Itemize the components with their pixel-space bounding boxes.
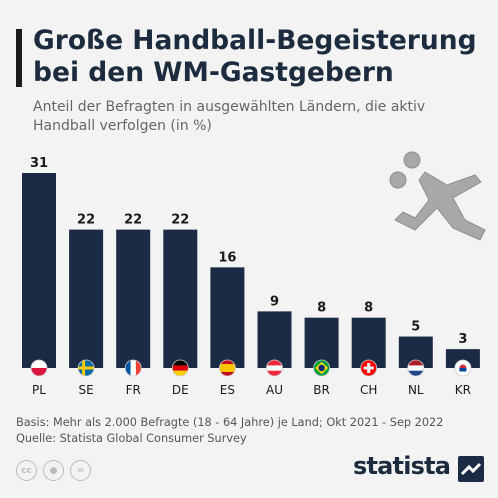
- flag-br-icon: [313, 359, 331, 377]
- category-label-br: BR: [313, 383, 330, 397]
- category-label-se: SE: [78, 383, 93, 397]
- source-note: Quelle: Statista Global Consumer Survey: [16, 432, 247, 445]
- bar-se: [69, 229, 104, 368]
- value-label-ch: 8: [364, 301, 373, 316]
- equals-icon[interactable]: =: [70, 460, 91, 481]
- value-label-pl: 31: [30, 156, 48, 171]
- value-label-es: 16: [218, 250, 236, 265]
- chart-subtitle: Anteil der Befragten in ausgewählten Län…: [33, 99, 426, 134]
- value-label-fr: 22: [124, 213, 142, 228]
- bar-au: [257, 311, 292, 368]
- bar-de: [163, 229, 198, 368]
- person-icon[interactable]: ●: [43, 460, 64, 481]
- bar-pl: [22, 173, 56, 368]
- flag-ch-icon: [360, 359, 378, 377]
- value-label-se: 22: [77, 213, 95, 228]
- bar-es: [210, 267, 245, 368]
- statista-logo[interactable]: statista: [353, 452, 451, 480]
- flag-nl-icon: [407, 359, 425, 377]
- value-label-de: 22: [171, 213, 189, 228]
- category-label-ch: CH: [360, 383, 377, 397]
- value-label-kr: 3: [458, 332, 467, 347]
- category-label-nl: NL: [408, 383, 424, 397]
- flag-de-icon: [171, 359, 189, 377]
- value-label-nl: 5: [411, 320, 420, 335]
- flag-se-icon: [77, 359, 95, 377]
- category-label-fr: FR: [126, 383, 141, 397]
- flag-es-icon: [218, 359, 236, 377]
- chart-title: Große Handball-Begeisterung bei den WM-G…: [33, 25, 477, 88]
- statista-logo-icon: [458, 456, 484, 482]
- category-label-pl: PL: [32, 383, 46, 397]
- license-icons: cc ● =: [16, 460, 91, 481]
- handball-player-icon: [389, 151, 486, 241]
- flag-fr-icon: [124, 359, 142, 377]
- category-label-de: DE: [172, 383, 189, 397]
- chart-footnote: Basis: Mehr als 2.000 Befragte (18 - 64 …: [16, 415, 443, 447]
- title-accent-bar: [16, 29, 22, 87]
- cc-icon[interactable]: cc: [16, 460, 37, 481]
- category-label-kr: KR: [455, 383, 471, 397]
- bar-fr: [116, 229, 151, 368]
- category-label-es: ES: [220, 383, 235, 397]
- value-label-au: 9: [270, 294, 279, 309]
- flag-pl-icon: [30, 359, 48, 377]
- flag-kr-icon: [454, 359, 472, 377]
- value-label-br: 8: [317, 301, 326, 316]
- basis-note: Basis: Mehr als 2.000 Befragte (18 - 64 …: [16, 416, 444, 429]
- bar-kr: [445, 349, 480, 368]
- flag-au-icon: [266, 359, 283, 377]
- category-label-au: AU: [266, 383, 283, 397]
